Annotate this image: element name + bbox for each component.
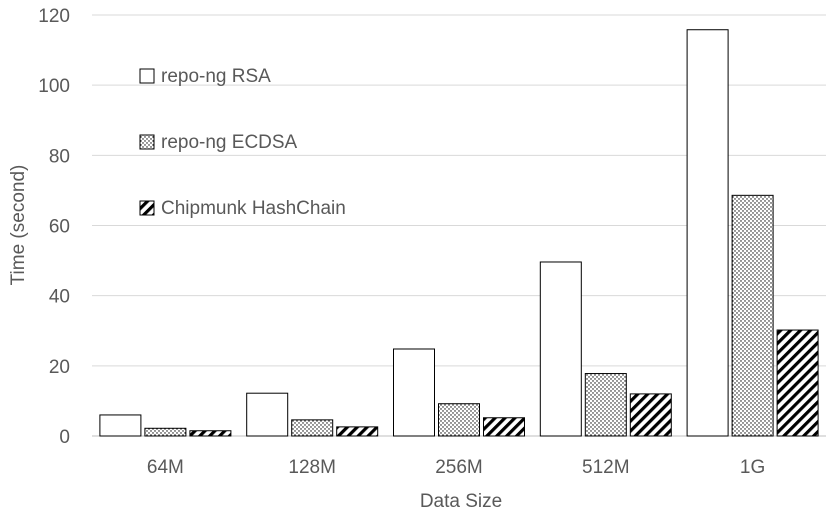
bar <box>629 393 672 437</box>
bars <box>99 29 819 437</box>
y-tick-label: 120 <box>38 6 70 27</box>
bar <box>539 261 582 437</box>
bar <box>393 348 435 437</box>
x-tick-label: 256M <box>435 457 483 478</box>
y-tick-label: 60 <box>49 217 70 238</box>
bar <box>291 419 334 437</box>
x-axis-title: Data Size <box>420 491 502 512</box>
y-tick-label: 20 <box>49 357 70 378</box>
y-tick-label: 0 <box>59 427 70 448</box>
bar <box>246 392 289 437</box>
grid-lines <box>92 14 826 437</box>
bar <box>144 427 187 437</box>
bar <box>776 329 819 437</box>
legend-label: Chipmunk HashChain <box>161 198 346 219</box>
x-tick-label: 1G <box>740 457 765 478</box>
legend-swatch <box>139 200 155 216</box>
bar <box>336 426 379 437</box>
y-tick-label: 40 <box>49 287 70 308</box>
y-tick-label: 100 <box>38 76 70 97</box>
y-tick-labels: 0 20 40 60 80 100 120 <box>38 6 70 448</box>
legend-swatch <box>139 134 155 150</box>
y-axis-title: Time (second) <box>8 165 29 286</box>
legend-label: repo-ng RSA <box>161 66 271 87</box>
x-tick-label: 64M <box>147 457 184 478</box>
legend-label: repo-ng ECDSA <box>161 132 298 153</box>
bar <box>189 430 232 437</box>
y-tick-label: 80 <box>49 146 70 167</box>
legend-swatch <box>139 68 155 84</box>
x-tick-label: 512M <box>582 457 630 478</box>
bar <box>731 194 774 437</box>
x-tick-label: 128M <box>288 457 336 478</box>
legend: repo-ng RSA repo-ng ECDSA Chipmunk HashCha… <box>139 66 346 219</box>
bar <box>686 29 729 437</box>
bar <box>438 403 480 437</box>
x-tick-labels: 64M 128M 256M 512M 1G <box>147 457 765 478</box>
bar <box>99 414 142 437</box>
bar <box>483 417 525 437</box>
bar <box>584 373 627 437</box>
